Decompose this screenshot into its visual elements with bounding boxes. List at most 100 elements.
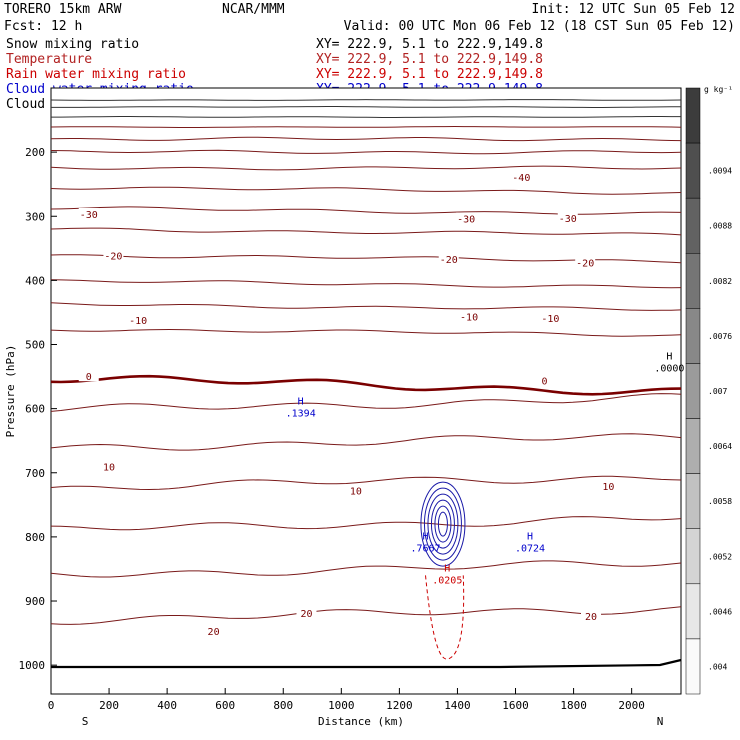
y-tick-label: 700 <box>25 467 45 480</box>
temperature-contour-label: -30 <box>559 214 577 225</box>
temperature-contour-label: 10 <box>602 482 614 493</box>
y-axis-label: Pressure (hPa) <box>4 345 17 438</box>
isotherm-line <box>50 328 682 337</box>
isotherm-line <box>51 116 681 118</box>
isotherm-line <box>51 106 681 108</box>
x-tick-label: 600 <box>215 699 235 712</box>
colorbar-swatch <box>685 197 701 254</box>
contour-label-bg <box>540 311 561 323</box>
colorbar-label: .0094 <box>708 167 732 176</box>
isotherm-line <box>50 433 682 451</box>
header: TORERO 15km ARW NCAR/MMM Init: 12 UTC Su… <box>4 2 735 34</box>
cloud-water-contour <box>434 505 452 543</box>
colorbar-label: .0088 <box>708 222 732 231</box>
temperature-contour-label: -10 <box>541 314 559 325</box>
max-value: .1394 <box>286 409 316 420</box>
temperature-contour-label: -30 <box>80 210 98 221</box>
max-letter: H <box>298 397 304 408</box>
contour-label-bg <box>128 313 149 325</box>
valid-time: Valid: 00 UTC Mon 06 Feb 12 (18 CST Sun … <box>344 19 735 34</box>
isotherm-line <box>50 393 682 412</box>
forecast-hour: Fcst: 12 h <box>4 19 82 34</box>
contour-label-bg <box>438 252 459 264</box>
temperature-contour-label: -40 <box>512 173 530 184</box>
x-tick-label: 800 <box>273 699 293 712</box>
isotherm-line <box>50 186 682 195</box>
cloud-water-contour <box>427 493 459 555</box>
temperature-contour-label: 0 <box>542 377 548 388</box>
isotherm-line <box>50 279 682 289</box>
south-label: S <box>82 715 89 728</box>
colorbar-unit: g kg⁻¹ <box>704 85 733 94</box>
y-tick-label: 900 <box>25 595 45 608</box>
isotherm-line <box>50 99 682 101</box>
temperature-contour-label: 10 <box>103 463 115 474</box>
y-tick-label: 400 <box>25 274 45 287</box>
temperature-contour-label: 20 <box>208 627 220 638</box>
y-tick-label: 600 <box>25 403 45 416</box>
colorbar-swatch <box>685 363 701 419</box>
y-tick-label: 300 <box>25 210 45 223</box>
colorbar-swatch <box>685 253 701 309</box>
colorbar-swatch <box>685 638 701 695</box>
x-axis: 0 200 400 600 800 1000 1200 1400 1600 1800 2000 <box>48 688 645 712</box>
colorbar-label: .004 <box>708 662 727 671</box>
max-value: .0724 <box>515 543 545 554</box>
field-xy: XY= 222.9, 5.1 to 222.9,149.8 <box>316 37 543 52</box>
contour-label-bg <box>581 610 601 622</box>
temperature-contour-label: 10 <box>350 486 362 497</box>
contour-label-bg <box>78 207 99 219</box>
colorbar-label: .0052 <box>708 552 732 561</box>
model-title: TORERO 15km ARW <box>4 2 122 17</box>
contour-label-bg <box>345 484 366 496</box>
x-tick-label: 200 <box>99 699 119 712</box>
contour-label-bg <box>575 256 596 268</box>
field-name: Snow mixing ratio <box>6 37 139 52</box>
isotherm-line <box>50 125 682 128</box>
cloud-water-contour <box>420 481 466 567</box>
colorbar-label: .0082 <box>708 277 732 286</box>
colorbar-swatch <box>685 418 701 474</box>
max-value: .7667 <box>410 543 440 554</box>
x-tick-label: 1600 <box>502 699 529 712</box>
temperature-contour-label: 20 <box>300 609 312 620</box>
field-name: Rain water mixing ratio <box>6 67 186 82</box>
temperature-contour-label: -20 <box>576 259 594 270</box>
contour-label-bg <box>78 370 99 382</box>
freezing-level-line <box>50 374 682 396</box>
y-tick-label: 500 <box>25 339 45 352</box>
max-letter: H <box>527 531 533 542</box>
colorbar-label: .0064 <box>708 442 732 451</box>
isotherm-line <box>50 302 682 311</box>
colorbar-swatch <box>685 528 701 585</box>
colorbar-swatch <box>685 583 701 640</box>
max-letter: H <box>423 531 429 542</box>
contour-label-bg <box>99 460 120 472</box>
max-letter: H <box>444 563 450 574</box>
init-time: Init: 12 UTC Sun 05 Feb 12 <box>532 2 736 17</box>
contour-label-bg <box>456 212 477 224</box>
contour-label-bg <box>459 310 480 322</box>
isotherm-line <box>50 165 682 171</box>
rain-water-contour <box>425 575 465 660</box>
isotherm-line <box>50 560 682 578</box>
contour-label-bg <box>103 249 124 261</box>
temperature-contour-label: 0 <box>86 372 92 383</box>
center-title: NCAR/MMM <box>222 2 285 17</box>
isotherm-line <box>50 227 682 236</box>
isotherm-line <box>50 149 682 155</box>
isotherm-line <box>50 136 682 142</box>
colorbar-swatch <box>685 473 701 529</box>
temperature-contour-label: -10 <box>129 316 147 327</box>
x-tick-label: 0 <box>48 699 55 712</box>
temperature-contour-label: -20 <box>104 252 122 263</box>
field-xy: XY= 222.9, 5.1 to 222.9,149.8 <box>316 52 543 67</box>
field-name: Temperature <box>6 52 92 67</box>
x-axis-label: Distance (km) <box>318 715 404 728</box>
contour-labels: -40 -30 -30 -30 -20 -20 -20 -10 -10 -10 0 0 10 10 10 20… <box>78 170 619 638</box>
cloud-water-contour <box>423 487 462 561</box>
max-letter: H <box>666 352 672 363</box>
contour-label-bg <box>598 479 619 491</box>
